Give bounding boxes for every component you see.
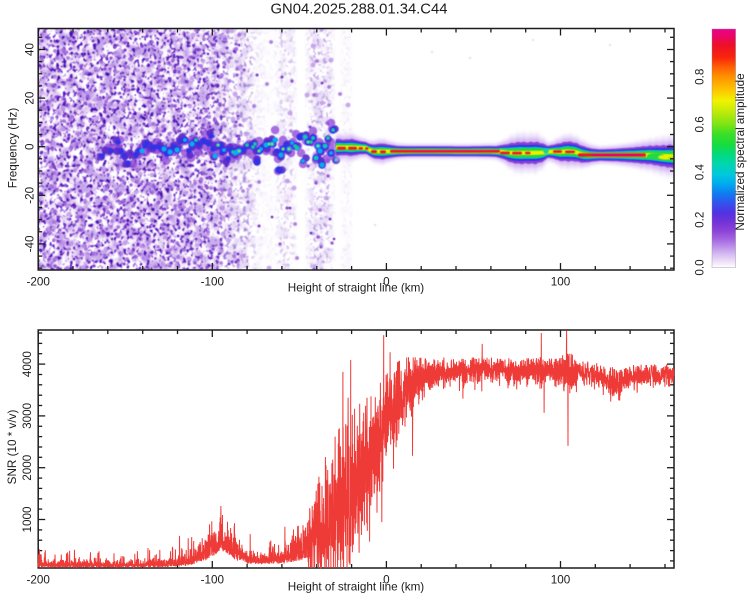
svg-text:40: 40 — [24, 43, 37, 57]
svg-text:0: 0 — [383, 573, 390, 586]
svg-text:100: 100 — [551, 573, 571, 586]
svg-text:0.4: 0.4 — [694, 163, 707, 180]
svg-text:1000: 1000 — [21, 506, 34, 533]
svg-text:GN04.2025.288.01.34.C44: GN04.2025.288.01.34.C44 — [271, 2, 448, 18]
svg-text:-100: -100 — [201, 275, 225, 288]
svg-text:2000: 2000 — [21, 454, 34, 481]
svg-text:Height of straight line (km): Height of straight line (km) — [288, 282, 425, 295]
svg-text:0.2: 0.2 — [694, 212, 707, 228]
svg-text:4000: 4000 — [21, 351, 34, 378]
svg-text:0.0: 0.0 — [694, 259, 707, 276]
svg-text:0.6: 0.6 — [694, 116, 707, 132]
svg-text:20: 20 — [24, 91, 37, 105]
svg-text:Normalized spectral amplitude: Normalized spectral amplitude — [734, 73, 747, 230]
svg-text:Height of straight line (km): Height of straight line (km) — [288, 581, 425, 594]
svg-text:-40: -40 — [24, 235, 37, 252]
svg-text:SNR (10 * v/v): SNR (10 * v/v) — [6, 410, 19, 485]
svg-text:3000: 3000 — [21, 402, 34, 429]
svg-text:0: 0 — [383, 275, 390, 288]
svg-text:-100: -100 — [201, 573, 225, 586]
svg-text:0: 0 — [24, 143, 37, 150]
svg-text:Frequency (Hz): Frequency (Hz) — [6, 108, 19, 189]
svg-text:-20: -20 — [24, 186, 37, 203]
svg-text:0.8: 0.8 — [694, 69, 707, 85]
svg-text:-200: -200 — [26, 573, 50, 586]
svg-text:100: 100 — [551, 275, 571, 288]
svg-text:-200: -200 — [26, 275, 50, 288]
